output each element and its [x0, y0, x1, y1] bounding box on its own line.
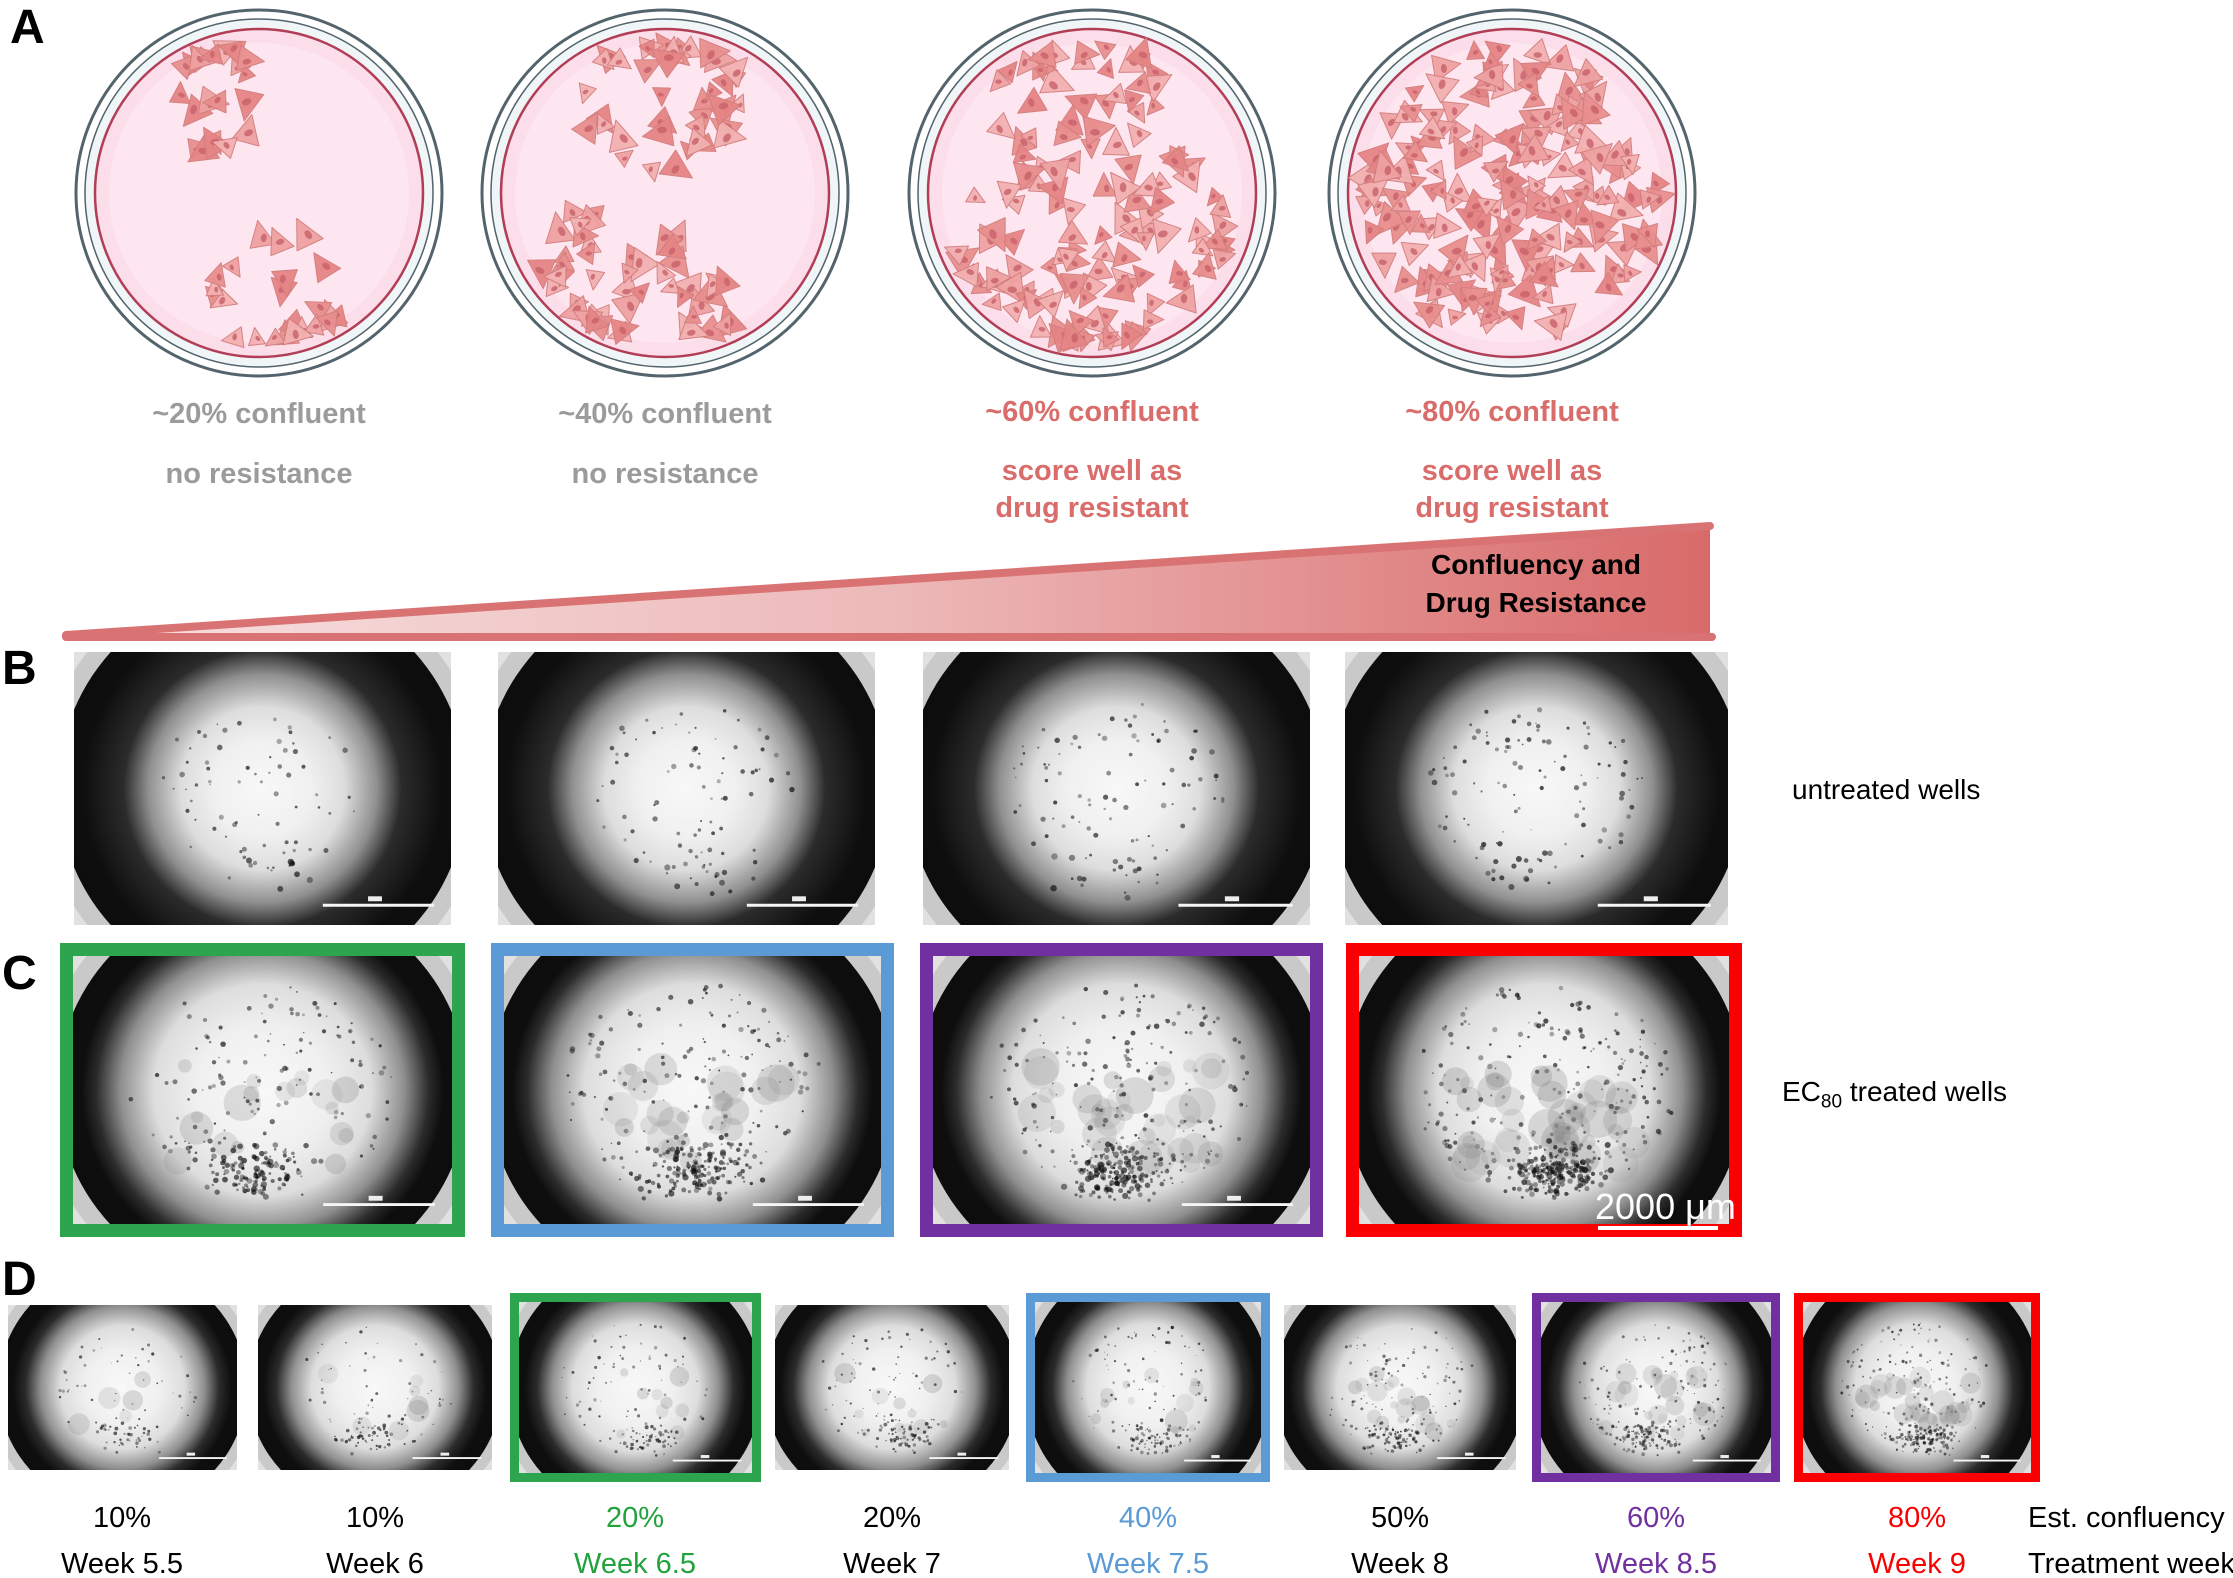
untreated-well-2: [498, 652, 875, 925]
petri-dish-40pct: [479, 7, 851, 379]
d-well-box-week-7-5: [1026, 1293, 1270, 1482]
d-well-week-8-5: [1541, 1302, 1771, 1473]
petri-dish-60pct: [906, 7, 1278, 379]
confluency-label-3: 20%: [605, 1502, 665, 1534]
untreated-well-3: [923, 652, 1310, 925]
treatment-week-axis-label: Treatment week: [2028, 1548, 2233, 1578]
d-well-week-7: [775, 1305, 1009, 1470]
dish-3-score-label: score well as: [1001, 455, 1183, 487]
week-label-3: Week 6.5: [574, 1548, 696, 1578]
ec80-well-1: [73, 956, 452, 1224]
ec80-well-box-purple: [920, 943, 1323, 1237]
d-well-week-7-5: [1035, 1302, 1261, 1473]
panel-c-letter: C: [2, 947, 37, 1000]
dish-4-confluency-label: ~80% confluent: [1405, 396, 1619, 428]
d-well-week-8: [1284, 1305, 1516, 1470]
confluency-arrow-label-line1: Confluency and: [1430, 549, 1641, 580]
ec80-wells-label: EC80 treated wells: [1782, 1076, 2007, 1114]
ec80-well-box-green: [60, 943, 465, 1237]
ec80-well-3: [933, 956, 1310, 1224]
confluency-arrow-label: Confluency and Drug Resistance: [1398, 546, 1674, 622]
week-label-1: Week 5.5: [61, 1548, 183, 1578]
confluency-label-1: 10%: [92, 1502, 152, 1534]
scale-bar-line: [1598, 1226, 1718, 1230]
d-well-week-5-5: [8, 1305, 237, 1470]
week-label-7: Week 8.5: [1595, 1548, 1717, 1578]
panel-b-letter: B: [2, 642, 37, 695]
confluency-label-7: 60%: [1626, 1502, 1686, 1534]
d-well-box-week-8-5: [1532, 1293, 1780, 1482]
week-label-5: Week 7.5: [1087, 1548, 1209, 1578]
confluency-label-5: 40%: [1118, 1502, 1178, 1534]
ec80-label-prefix: EC: [1782, 1076, 1821, 1107]
confluency-label-8: 80%: [1887, 1502, 1947, 1534]
dish-3-score-label-2: drug resistant: [995, 492, 1189, 524]
petri-dish-80pct: [1326, 7, 1698, 379]
dish-4-score-label: score well as: [1421, 455, 1603, 487]
confluency-label-2: 10%: [345, 1502, 405, 1534]
panel-d-letter: D: [2, 1253, 37, 1306]
d-well-week-6-5: [519, 1302, 752, 1473]
ec80-well-box-blue: [491, 943, 894, 1237]
d-well-box-week-6-5: [510, 1293, 761, 1482]
week-label-4: Week 7: [843, 1548, 941, 1578]
ec80-well-2: [504, 956, 881, 1224]
untreated-wells-label: untreated wells: [1792, 774, 1981, 805]
ec80-well-box-red: [1346, 943, 1742, 1237]
week-label-2: Week 6: [326, 1548, 424, 1578]
dish-2-resistance-label: no resistance: [571, 458, 759, 490]
untreated-well-4: [1345, 652, 1728, 925]
ec80-label-suffix: treated wells: [1842, 1076, 2008, 1107]
scale-bar-label: 2000 μm: [1595, 1186, 1736, 1227]
est-confluency-axis-label: Est. confluency: [2028, 1502, 2225, 1534]
d-well-week-6: [258, 1305, 492, 1470]
week-label-8: Week 9: [1868, 1548, 1966, 1578]
ec80-well-4: [1359, 956, 1729, 1224]
dish-3-confluency-label: ~60% confluent: [985, 396, 1199, 428]
confluency-gradient-arrow: [58, 514, 1720, 644]
d-well-box-week-9: [1794, 1293, 2040, 1482]
panel-a-letter: A: [10, 1, 45, 54]
dish-2-confluency-label: ~40% confluent: [558, 398, 772, 430]
confluency-label-6: 50%: [1370, 1502, 1430, 1534]
dish-1-resistance-label: no resistance: [165, 458, 353, 490]
ec80-label-subscript: 80: [1820, 1091, 1843, 1113]
confluency-arrow-label-line2: Drug Resistance: [1425, 587, 1647, 618]
confluency-label-4: 20%: [862, 1502, 922, 1534]
week-label-6: Week 8: [1351, 1548, 1449, 1578]
dish-1-confluency-label: ~20% confluent: [152, 398, 366, 430]
petri-dish-20pct: [73, 7, 445, 379]
dish-4-score-label-2: drug resistant: [1415, 492, 1609, 524]
d-well-week-9: [1803, 1302, 2031, 1473]
untreated-well-1: [74, 652, 451, 925]
